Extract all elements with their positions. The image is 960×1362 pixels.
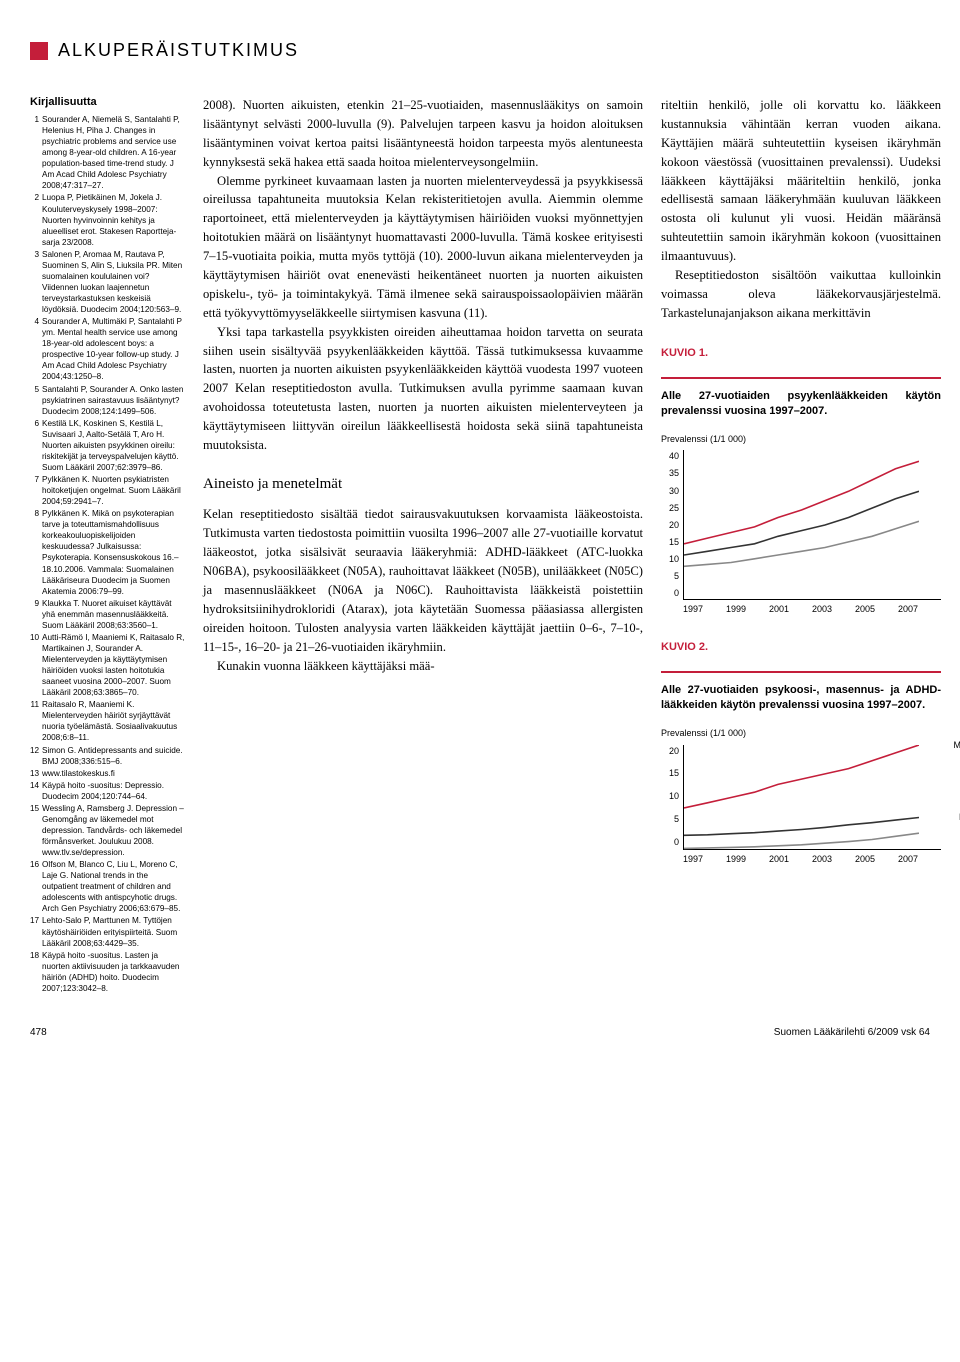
reference-number: 5 (30, 384, 42, 417)
reference-number: 12 (30, 745, 42, 767)
figure-2: KUVIO 2. Alle 27-vuotiaiden psykoosi-, m… (661, 639, 941, 866)
reference-number: 10 (30, 632, 42, 698)
chart-plot-area: NaisetKaikkiMiehet (683, 450, 941, 600)
chart-y-title: Prevalenssi (1/1 000) (661, 433, 941, 447)
reference-number: 2 (30, 192, 42, 247)
figure-1: KUVIO 1. Alle 27-vuotiaiden psyykenlääkk… (661, 345, 941, 617)
chart-plot-area: MasennusPsykoosiADHD (683, 745, 941, 850)
body-paragraph: Reseptitiedoston sisältöön vaikuttaa kul… (661, 266, 941, 323)
reference-text: Kestilä LK, Koskinen S, Kestilä L, Suvis… (42, 418, 185, 473)
section-title: ALKUPERÄISTUTKIMUS (58, 40, 299, 61)
reference-text: Raitasalo R, Maaniemi K. Mielenterveyden… (42, 699, 185, 743)
header-square-icon (30, 42, 48, 60)
reference-number: 15 (30, 803, 42, 858)
body-paragraph: Kelan reseptitiedosto sisältää tiedot sa… (203, 505, 643, 656)
reference-number: 17 (30, 915, 42, 948)
figure-caption: Alle 27-vuotiaiden psykoosi-, masennus- … (661, 683, 941, 713)
reference-number: 13 (30, 768, 42, 779)
reference-item: 1Sourander A, Niemelä S, Santalahti P, H… (30, 114, 185, 191)
chart-y-axis: 4035302520151050 (661, 450, 683, 600)
reference-number: 9 (30, 598, 42, 631)
reference-text: Pylkkänen K. Nuorten psykiatristen hoito… (42, 474, 185, 507)
right-column: riteltiin henkilö, jolle oli korvattu ko… (661, 96, 941, 995)
reference-text: Sourander A, Niemelä S, Santalahti P, He… (42, 114, 185, 191)
reference-item: 14Käypä hoito -suositus: Depressio. Duod… (30, 780, 185, 802)
reference-item: 6Kestilä LK, Koskinen S, Kestilä L, Suvi… (30, 418, 185, 473)
reference-number: 3 (30, 249, 42, 315)
body-paragraph: Kunakin vuonna lääkkeen käyttäjäksi mää- (203, 657, 643, 676)
reference-item: 18Käypä hoito -suositus. Lasten ja nuort… (30, 950, 185, 994)
reference-text: Simon G. Antidepressants and suicide. BM… (42, 745, 185, 767)
body-paragraph: Yksi tapa tarkastella psyykkisten oireid… (203, 323, 643, 455)
reference-text: Käypä hoito -suositus: Depressio. Duodec… (42, 780, 185, 802)
chart-series-label: Masennus (953, 739, 960, 753)
reference-item: 17Lehto-Salo P, Marttunen M. Tyttöjen kä… (30, 915, 185, 948)
reference-text: Olfson M, Blanco C, Liu L, Moreno C, Laj… (42, 859, 185, 914)
reference-item: 13www.tilastokeskus.fi (30, 768, 185, 779)
body-paragraph: 2008). Nuorten aikuisten, etenkin 21–25-… (203, 96, 643, 172)
reference-text: Autti-Rämö I, Maaniemi K, Raitasalo R, M… (42, 632, 185, 698)
reference-item: 11Raitasalo R, Maaniemi K. Mielenterveyd… (30, 699, 185, 743)
figure-label: KUVIO 2. (661, 639, 941, 662)
reference-item: 5Santalahti P, Sourander A. Onko lasten … (30, 384, 185, 417)
reference-item: 3Salonen P, Aromaa M, Rautava P, Suomine… (30, 249, 185, 315)
reference-item: 15Wessling A, Ramsberg J. Depression – G… (30, 803, 185, 858)
reference-number: 16 (30, 859, 42, 914)
chart-x-axis: 199719992001200320052007 (683, 853, 941, 867)
reference-item: 12Simon G. Antidepressants and suicide. … (30, 745, 185, 767)
reference-text: Klaukka T. Nuoret aikuiset käyttävät yhä… (42, 598, 185, 631)
reference-item: 16Olfson M, Blanco C, Liu L, Moreno C, L… (30, 859, 185, 914)
page-header: ALKUPERÄISTUTKIMUS (30, 40, 930, 61)
page-footer: 478 Suomen Lääkärilehti 6/2009 vsk 64 (30, 1019, 930, 1038)
main-text-column: 2008). Nuorten aikuisten, etenkin 21–25-… (203, 96, 643, 995)
reference-text: Lehto-Salo P, Marttunen M. Tyttöjen käyt… (42, 915, 185, 948)
reference-number: 7 (30, 474, 42, 507)
figure-caption: Alle 27-vuotiaiden psyykenlääkkeiden käy… (661, 389, 941, 419)
chart-2: Prevalenssi (1/1 000) 20151050 MasennusP… (661, 727, 941, 866)
section-heading: Aineisto ja menetelmät (203, 473, 643, 496)
figure-rule (661, 377, 941, 379)
reference-item: 4Sourander A, Multimäki P, Santalahti P … (30, 316, 185, 382)
reference-item: 10Autti-Rämö I, Maaniemi K, Raitasalo R,… (30, 632, 185, 698)
references-heading: Kirjallisuutta (30, 96, 185, 108)
body-paragraph: riteltiin henkilö, jolle oli korvattu ko… (661, 96, 941, 266)
reference-item: 9Klaukka T. Nuoret aikuiset käyttävät yh… (30, 598, 185, 631)
chart-1: Prevalenssi (1/1 000) 4035302520151050 N… (661, 433, 941, 617)
reference-item: 7Pylkkänen K. Nuorten psykiatristen hoit… (30, 474, 185, 507)
references-list: 1Sourander A, Niemelä S, Santalahti P, H… (30, 114, 185, 994)
reference-text: Sourander A, Multimäki P, Santalahti P y… (42, 316, 185, 382)
reference-number: 1 (30, 114, 42, 191)
figure-label: KUVIO 1. (661, 345, 941, 368)
reference-text: Salonen P, Aromaa M, Rautava P, Suominen… (42, 249, 185, 315)
chart-y-axis: 20151050 (661, 745, 683, 850)
chart-y-title: Prevalenssi (1/1 000) (661, 727, 941, 741)
page-number: 478 (30, 1027, 47, 1038)
reference-text: www.tilastokeskus.fi (42, 768, 185, 779)
references-column: Kirjallisuutta 1Sourander A, Niemelä S, … (30, 96, 185, 995)
chart-x-axis: 199719992001200320052007 (683, 603, 941, 617)
reference-text: Wessling A, Ramsberg J. Depression – Gen… (42, 803, 185, 858)
reference-number: 4 (30, 316, 42, 382)
body-paragraph: Olemme pyrkineet kuvaamaan lasten ja nuo… (203, 172, 643, 323)
reference-text: Santalahti P, Sourander A. Onko lasten p… (42, 384, 185, 417)
reference-number: 14 (30, 780, 42, 802)
figure-rule (661, 671, 941, 673)
reference-number: 8 (30, 508, 42, 597)
reference-text: Luopa P, Pietikäinen M, Jokela J. Koulut… (42, 192, 185, 247)
reference-item: 2Luopa P, Pietikäinen M, Jokela J. Koulu… (30, 192, 185, 247)
reference-number: 11 (30, 699, 42, 743)
reference-number: 18 (30, 950, 42, 994)
reference-item: 8Pylkkänen K. Mikä on psykoterapian tarv… (30, 508, 185, 597)
reference-number: 6 (30, 418, 42, 473)
journal-info: Suomen Lääkärilehti 6/2009 vsk 64 (774, 1027, 930, 1038)
reference-text: Käypä hoito -suositus. Lasten ja nuorten… (42, 950, 185, 994)
reference-text: Pylkkänen K. Mikä on psykoterapian tarve… (42, 508, 185, 597)
